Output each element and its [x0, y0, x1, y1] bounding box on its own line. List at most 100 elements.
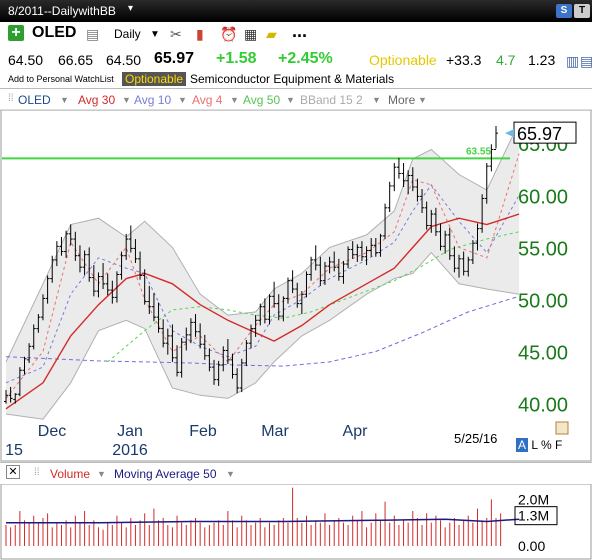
ohlc-bar [124, 233, 129, 260]
ohlc-bar [216, 360, 221, 386]
avg4-dropdown-icon[interactable]: ▼ [230, 95, 239, 105]
ohlc-bar [484, 163, 489, 204]
ohlc-bar [350, 241, 355, 259]
avg50-line [107, 231, 520, 363]
ohlc-bar [239, 358, 244, 393]
a-toggle[interactable]: A [516, 438, 529, 452]
ohlc-bar [281, 296, 286, 322]
window-titlebar: 8/2011--DailywithBB ▾ S T [0, 0, 592, 22]
ohlc-bar [420, 189, 425, 214]
ohlc-bar [133, 239, 138, 263]
ohlc-bar [221, 346, 226, 372]
symbol-label[interactable]: OLED [32, 24, 77, 41]
print-icon[interactable]: ▤ [86, 26, 100, 42]
ohlc-bar [392, 163, 397, 192]
indicator-bar: ⁞⁞ OLED ▼ Avg 30 ▼ Avg 10 ▼ Avg 4 ▼ Avg … [0, 88, 592, 110]
ohlc-bar [198, 323, 203, 349]
alarm-clock-icon[interactable]: ⏰ [220, 26, 238, 42]
ohlc-bar [480, 194, 485, 233]
more-dropdown-icon[interactable]: ▼ [418, 95, 427, 105]
add-to-watchlist-link[interactable]: Add to Personal WatchList [8, 74, 114, 84]
ohlc-bar [318, 256, 323, 286]
layout-dropdown-icon[interactable]: ▾ [128, 3, 134, 14]
ohlc-bar [406, 170, 411, 195]
layout-title[interactable]: 8/2011--DailywithBB [8, 4, 116, 18]
bar-chart-icon[interactable]: ▮ [196, 26, 204, 42]
add-plus-icon[interactable]: + [8, 25, 24, 41]
quote-rs-change: +33.3 [446, 52, 482, 68]
ohlc-bar [327, 256, 332, 274]
ohlc-bar [461, 251, 466, 276]
ohlc-bar [36, 314, 41, 333]
price-chart[interactable]: 63.5540.0045.0050.0055.0060.0065.0065.97… [0, 110, 592, 462]
indicator-more[interactable]: More [388, 93, 416, 107]
avg10-dropdown-icon[interactable]: ▼ [178, 95, 187, 105]
ohlc-bar [322, 261, 327, 285]
tools-icon[interactable]: ✂ [170, 26, 182, 42]
ohlc-bar [119, 251, 124, 280]
volume-tick-label: 1.3M [518, 508, 549, 524]
calculator-icon[interactable]: ▦ [244, 26, 258, 42]
volume-drag-icon[interactable]: ⁞⁞ [34, 467, 40, 478]
period-select[interactable]: Daily [114, 27, 141, 41]
indicator-avg10[interactable]: Avg 10 [134, 93, 172, 107]
ohlc-bar [332, 251, 337, 272]
ohlc-bar [457, 254, 462, 278]
x-tick-label: Apr [343, 423, 369, 440]
y-tick-label: 40.00 [518, 395, 568, 417]
ohlc-bar [207, 348, 212, 372]
more-menu[interactable]: ... [292, 21, 308, 41]
avg30-dropdown-icon[interactable]: ▼ [122, 95, 131, 105]
ohlc-bar [4, 390, 8, 404]
ohlc-bar [364, 246, 369, 266]
close-icon[interactable]: ✕ [6, 465, 20, 479]
y-tick-label: 60.00 [518, 186, 568, 208]
ohlc-bar [244, 340, 249, 367]
ohlc-bar [494, 126, 498, 150]
ohlc-bar [475, 223, 480, 251]
indicator-avg50[interactable]: Avg 50 [243, 93, 281, 107]
f-toggle[interactable]: F [554, 438, 563, 452]
pencil-icon [555, 421, 569, 435]
y-tick-label: 50.00 [518, 290, 568, 312]
drag-handle-icon[interactable]: ⁞⁞ [8, 93, 14, 104]
note-icon[interactable]: ▰ [266, 26, 277, 42]
symbol-dropdown-icon[interactable]: ▼ [60, 95, 69, 105]
ohlc-bar [401, 163, 406, 187]
volume-header: ✕ ⁞⁞ Volume ▼ Moving Average 50 ▼ [0, 462, 592, 484]
l-toggle[interactable]: L [531, 438, 538, 452]
indicator-avg30[interactable]: Avg 30 [78, 93, 116, 107]
volume-ma-label[interactable]: Moving Average 50 [114, 467, 217, 481]
volume-label[interactable]: Volume [50, 467, 91, 481]
ohlc-bar [27, 343, 32, 363]
avg50-dropdown-icon[interactable]: ▼ [286, 95, 295, 105]
ohlc-bar [387, 181, 392, 212]
t-button[interactable]: T [574, 4, 590, 18]
ohlc-bar [369, 238, 374, 257]
ohlc-bar [142, 269, 147, 305]
indicator-symbol[interactable]: OLED [18, 93, 51, 107]
database-icon[interactable]: ▥ [566, 53, 580, 69]
volume-chart[interactable]: 2.0M1.3M 0.00 [0, 484, 592, 560]
volume-dropdown-icon[interactable]: ▼ [97, 469, 106, 479]
ohlc-bar [73, 231, 78, 261]
x-tick-label: Feb [189, 423, 217, 440]
period-dropdown-icon[interactable]: ▼ [150, 29, 160, 40]
ohlc-bar [31, 324, 36, 350]
indicator-avg4[interactable]: Avg 4 [192, 93, 223, 107]
list-icon[interactable]: ▤ [580, 53, 592, 69]
ohlc-bar [443, 230, 448, 254]
x-tick-label: Dec [38, 423, 66, 440]
ohlc-bar [40, 294, 45, 321]
industry-name[interactable]: Semiconductor Equipment & Materials [190, 72, 395, 86]
ohlc-bar [188, 318, 193, 344]
ohlc-bar [373, 238, 378, 257]
ohlc-bar [193, 314, 198, 337]
bband-dropdown-icon[interactable]: ▼ [372, 95, 381, 105]
s-button[interactable]: S [556, 4, 572, 18]
indicator-bband[interactable]: BBand 15 2 [300, 93, 363, 107]
ohlc-bar [230, 353, 235, 379]
volume-ma-dropdown-icon[interactable]: ▼ [226, 469, 235, 479]
ohlc-bar [262, 298, 267, 324]
percent-toggle[interactable]: % [540, 438, 552, 452]
